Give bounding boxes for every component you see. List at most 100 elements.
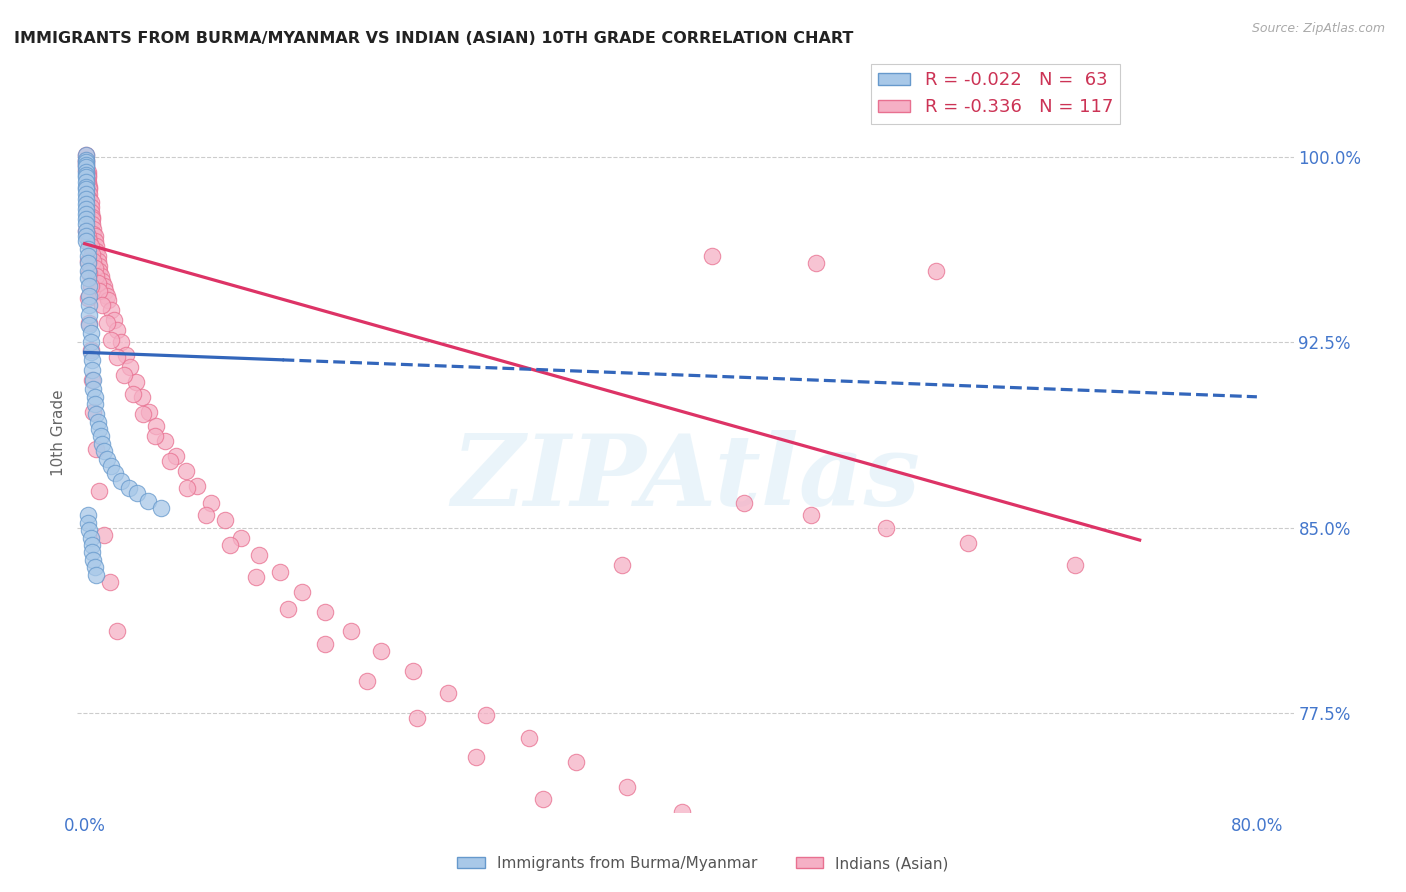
Point <box>91 298 114 312</box>
Point <box>112 368 135 382</box>
Point <box>79 345 101 359</box>
Point <box>75 165 97 179</box>
Point <box>132 407 155 421</box>
Point <box>77 278 100 293</box>
Point <box>80 210 103 224</box>
Point <box>75 148 97 162</box>
Point <box>79 204 101 219</box>
Point <box>290 585 312 599</box>
Point <box>176 481 198 495</box>
Point <box>80 217 103 231</box>
Point <box>100 333 122 347</box>
Point <box>89 264 111 278</box>
Point <box>314 605 336 619</box>
Point <box>76 242 98 256</box>
Point <box>80 545 103 559</box>
Point <box>531 792 554 806</box>
Point <box>82 227 104 241</box>
Point <box>98 575 121 590</box>
Point <box>82 372 104 386</box>
Y-axis label: 10th Grade: 10th Grade <box>51 389 66 476</box>
Point <box>84 560 107 574</box>
Point <box>75 158 97 172</box>
Point <box>76 165 98 179</box>
Point <box>247 548 270 562</box>
Point <box>96 316 118 330</box>
Point <box>76 229 98 244</box>
Point <box>616 780 638 794</box>
Point <box>76 256 98 270</box>
Point <box>75 175 97 189</box>
Point <box>77 180 100 194</box>
Point <box>76 169 98 184</box>
Legend: R = -0.022   N =  63, R = -0.336   N = 117: R = -0.022 N = 63, R = -0.336 N = 117 <box>870 64 1121 123</box>
Point <box>174 464 197 478</box>
Point <box>76 178 98 192</box>
Point <box>122 387 145 401</box>
Point <box>84 390 107 404</box>
Point <box>464 750 486 764</box>
Point <box>231 531 253 545</box>
Point <box>120 360 142 375</box>
Point <box>406 711 429 725</box>
Point <box>79 278 101 293</box>
Point <box>165 449 187 463</box>
Point <box>87 276 110 290</box>
Point <box>82 383 104 397</box>
Point <box>75 153 97 167</box>
Point <box>875 521 897 535</box>
Point <box>143 429 166 443</box>
Text: Source: ZipAtlas.com: Source: ZipAtlas.com <box>1251 22 1385 36</box>
Point <box>75 180 97 194</box>
Point <box>75 155 97 169</box>
Point <box>84 397 107 411</box>
Point <box>218 538 240 552</box>
Point <box>80 372 103 386</box>
Point <box>356 673 378 688</box>
Point <box>75 162 97 177</box>
Point <box>82 222 104 236</box>
Point <box>804 256 827 270</box>
Point <box>277 602 299 616</box>
Point <box>103 313 125 327</box>
Point <box>79 335 101 350</box>
Point <box>89 483 111 498</box>
Point <box>75 234 97 248</box>
Point <box>96 288 118 302</box>
Point <box>87 415 110 429</box>
Point <box>195 508 218 523</box>
Point <box>75 158 97 172</box>
Point <box>75 192 97 206</box>
Point <box>79 531 101 545</box>
Point <box>87 249 110 263</box>
Point <box>437 686 460 700</box>
Point <box>89 259 111 273</box>
Point <box>214 513 236 527</box>
Point <box>94 284 117 298</box>
Point <box>84 234 107 248</box>
Point <box>86 268 108 283</box>
Point <box>82 404 104 418</box>
Point <box>90 429 112 443</box>
Point <box>80 362 103 376</box>
Point <box>245 570 267 584</box>
Point <box>82 553 104 567</box>
Point <box>75 160 97 174</box>
Point <box>76 508 98 523</box>
Point <box>75 148 97 162</box>
Point <box>75 217 97 231</box>
Point <box>91 274 114 288</box>
Point <box>84 229 107 244</box>
Point <box>700 249 723 263</box>
Point <box>86 567 108 582</box>
Point <box>125 375 148 389</box>
Point <box>76 249 98 263</box>
Point <box>110 474 132 488</box>
Point <box>75 182 97 196</box>
Point <box>925 264 948 278</box>
Point <box>127 486 149 500</box>
Point <box>564 756 586 770</box>
Point <box>77 288 100 302</box>
Text: IMMIGRANTS FROM BURMA/MYANMAR VS INDIAN (ASIAN) 10TH GRADE CORRELATION CHART: IMMIGRANTS FROM BURMA/MYANMAR VS INDIAN … <box>14 31 853 46</box>
Point <box>91 436 114 450</box>
